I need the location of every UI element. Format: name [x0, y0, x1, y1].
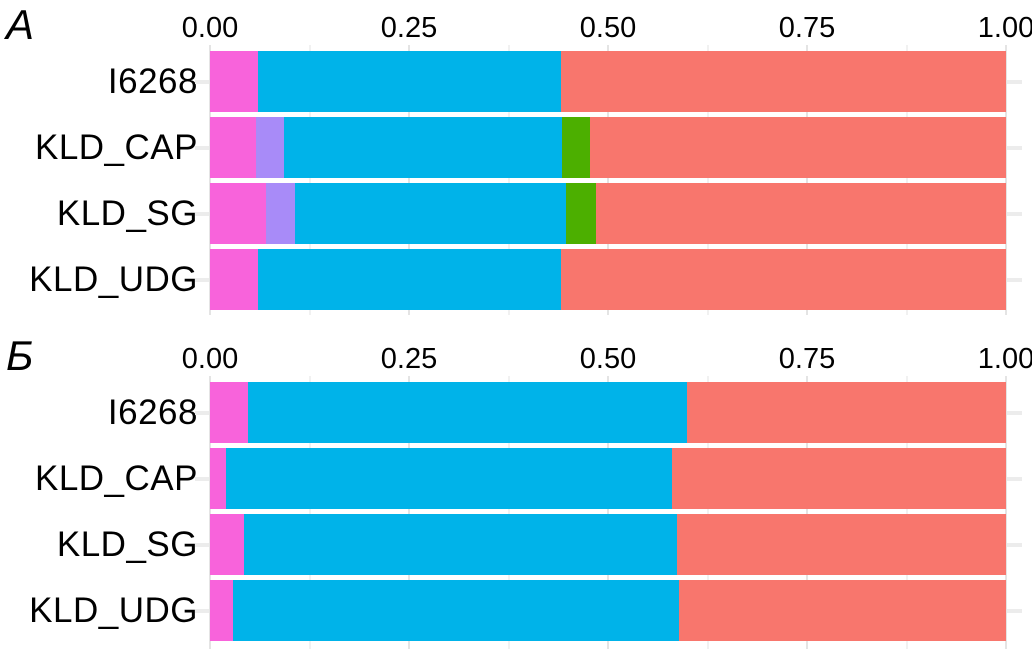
- y-axis-tick-right: [1007, 145, 1022, 150]
- bar-segment-blue: [225, 448, 672, 509]
- panel-b-y-axis: I6268 KLD_CAP KLD_SG KLD_UDG: [0, 376, 201, 658]
- bar-segment-salmon: [589, 117, 1006, 178]
- bar-row-kld_cap: [210, 448, 1006, 509]
- x-axis-tick-label: 0.00: [181, 343, 239, 375]
- minor-gridline: [507, 45, 510, 315]
- bar-row-kld_udg: [210, 580, 1006, 641]
- panel-b-x-axis: 0.00 0.25 0.50 0.75 1.00: [182, 341, 1032, 377]
- major-gridline: [408, 376, 410, 649]
- bar-segment-salmon: [678, 580, 1006, 641]
- y-axis-tick-right: [1007, 410, 1022, 415]
- category-label-kld_sg: KLD_SG: [56, 193, 198, 233]
- major-gridline: [209, 376, 211, 649]
- category-label-i6268: I6268: [107, 392, 198, 432]
- x-axis-tick-label: 0.25: [380, 343, 438, 375]
- bar-segment-blue: [295, 183, 566, 244]
- y-axis-tick-right: [1007, 608, 1022, 613]
- bar-segment-green: [561, 117, 590, 178]
- minor-gridline: [308, 45, 311, 315]
- category-label-kld_udg: KLD_UDG: [29, 590, 198, 630]
- major-gridline: [607, 376, 609, 649]
- y-axis-tick-left: [195, 145, 209, 150]
- y-axis-tick-left: [195, 410, 209, 415]
- bar-segment-green: [565, 183, 597, 244]
- bar-segment-blue: [244, 514, 678, 575]
- y-axis-tick-left: [195, 79, 209, 84]
- x-axis-tick-label: 0.50: [579, 343, 637, 375]
- bar-row-kld_udg: [210, 249, 1006, 310]
- major-gridline: [408, 45, 410, 315]
- major-gridline: [607, 45, 609, 315]
- category-label-kld_sg: KLD_SG: [56, 524, 198, 564]
- bar-row-kld_sg: [210, 514, 1006, 575]
- minor-gridline: [507, 376, 510, 649]
- bar-segment-magenta: [210, 382, 249, 443]
- bar-segment-blue: [257, 249, 562, 310]
- bar-segment-purple: [256, 117, 285, 178]
- y-axis-tick-right: [1007, 542, 1022, 547]
- minor-gridline: [308, 376, 311, 649]
- bar-segment-salmon: [596, 183, 1006, 244]
- x-axis-tick-label: 0.50: [579, 12, 637, 44]
- bar-segment-blue: [233, 580, 679, 641]
- x-axis-tick-label: 0.75: [778, 343, 836, 375]
- panel-b-plot-area: [195, 376, 1022, 649]
- panel-b-label: Б: [6, 332, 34, 379]
- bar-row-kld_cap: [210, 117, 1006, 178]
- bar-row-i6268: [210, 51, 1006, 112]
- panel-a-plot-area: [195, 45, 1022, 315]
- panel-a-label: A: [6, 1, 35, 48]
- bar-segment-salmon: [561, 51, 1006, 112]
- panel-b: Б 0.00 0.25 0.50 0.75 1.00 I6268 KLD_CAP KLD_S…: [0, 331, 1032, 658]
- minor-gridline: [905, 45, 908, 315]
- x-axis-tick-label: 0.75: [778, 12, 836, 44]
- y-axis-tick-left: [195, 277, 209, 282]
- y-axis-tick-left: [195, 608, 209, 613]
- y-axis-tick-left: [195, 542, 209, 547]
- y-axis-tick-right: [1007, 277, 1022, 282]
- y-axis-tick-right: [1007, 211, 1022, 216]
- bar-segment-salmon: [671, 448, 1006, 509]
- y-axis-tick-left: [195, 476, 209, 481]
- category-label-kld_cap: KLD_CAP: [34, 127, 198, 167]
- minor-gridline: [905, 376, 908, 649]
- x-axis-tick-label: 1.00: [977, 12, 1032, 44]
- bar-row-kld_sg: [210, 183, 1006, 244]
- x-axis-tick-label: 0.00: [181, 12, 239, 44]
- category-label-i6268: I6268: [107, 61, 198, 101]
- bar-segment-blue: [248, 382, 687, 443]
- minor-gridline: [706, 376, 709, 649]
- major-gridline: [209, 45, 211, 315]
- bar-segment-magenta: [210, 514, 245, 575]
- panel-a-y-axis: I6268 KLD_CAP KLD_SG KLD_UDG: [0, 45, 201, 331]
- bar-segment-magenta: [210, 117, 257, 178]
- major-gridline: [806, 376, 808, 649]
- bar-segment-magenta: [210, 249, 258, 310]
- bar-segment-salmon: [686, 382, 1006, 443]
- bar-segment-magenta: [210, 183, 266, 244]
- bar-segment-blue: [284, 117, 562, 178]
- panel-a-x-axis: 0.00 0.25 0.50 0.75 1.00: [182, 10, 1032, 46]
- x-axis-tick-label: 0.25: [380, 12, 438, 44]
- y-axis-tick-right: [1007, 476, 1022, 481]
- panel-a: A 0.00 0.25 0.50 0.75 1.00 I6268 KLD_CAP KLD_S…: [0, 1, 1032, 331]
- bar-segment-blue: [257, 51, 562, 112]
- bar-row-i6268: [210, 382, 1006, 443]
- bar-segment-magenta: [210, 51, 258, 112]
- x-axis-tick-label: 1.00: [977, 343, 1032, 375]
- y-axis-tick-right: [1007, 79, 1022, 84]
- bar-segment-magenta: [210, 580, 234, 641]
- major-gridline: [1005, 45, 1007, 315]
- bar-segment-salmon: [561, 249, 1006, 310]
- bar-segment-salmon: [677, 514, 1006, 575]
- category-label-kld_cap: KLD_CAP: [34, 458, 198, 498]
- major-gridline: [1005, 376, 1007, 649]
- minor-gridline: [706, 45, 709, 315]
- bar-segment-magenta: [210, 448, 226, 509]
- major-gridline: [806, 45, 808, 315]
- bar-segment-purple: [265, 183, 296, 244]
- category-label-kld_udg: KLD_UDG: [29, 259, 198, 299]
- y-axis-tick-left: [195, 211, 209, 216]
